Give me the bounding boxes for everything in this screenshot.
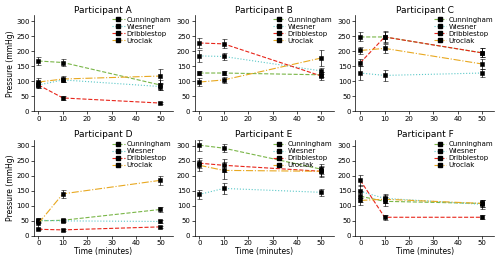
Title: Participant C: Participant C (396, 6, 454, 15)
Legend: Cunningham, Wiesner, Dribblestop, Uroclak: Cunningham, Wiesner, Dribblestop, Urocla… (433, 140, 494, 169)
Title: Participant B: Participant B (235, 6, 293, 15)
Title: Participant E: Participant E (236, 130, 292, 139)
Legend: Cunningham, Wiesner, Dribblestop, Uroclak: Cunningham, Wiesner, Dribblestop, Urocla… (272, 16, 333, 45)
Legend: Cunningham, Wiesner, Dribblestop, Uroclak: Cunningham, Wiesner, Dribblestop, Urocla… (433, 16, 494, 45)
Title: Participant D: Participant D (74, 130, 132, 139)
Y-axis label: Pressure (mmHg): Pressure (mmHg) (6, 155, 15, 221)
Title: Participant A: Participant A (74, 6, 132, 15)
Legend: Cunningham, Wiesner, Dribblestop, Uroclak: Cunningham, Wiesner, Dribblestop, Urocla… (112, 16, 172, 45)
X-axis label: Time (minutes): Time (minutes) (396, 247, 454, 256)
Legend: Cunningham, Wiesner, Dribblestop, Uroclak: Cunningham, Wiesner, Dribblestop, Urocla… (112, 140, 172, 169)
Y-axis label: Pressure (mmHg): Pressure (mmHg) (6, 30, 15, 97)
Legend: Cunningham, Wiesner, Dribblestop, Uroclak: Cunningham, Wiesner, Dribblestop, Urocla… (272, 140, 333, 169)
Title: Participant F: Participant F (396, 130, 454, 139)
X-axis label: Time (minutes): Time (minutes) (74, 247, 132, 256)
X-axis label: Time (minutes): Time (minutes) (235, 247, 293, 256)
